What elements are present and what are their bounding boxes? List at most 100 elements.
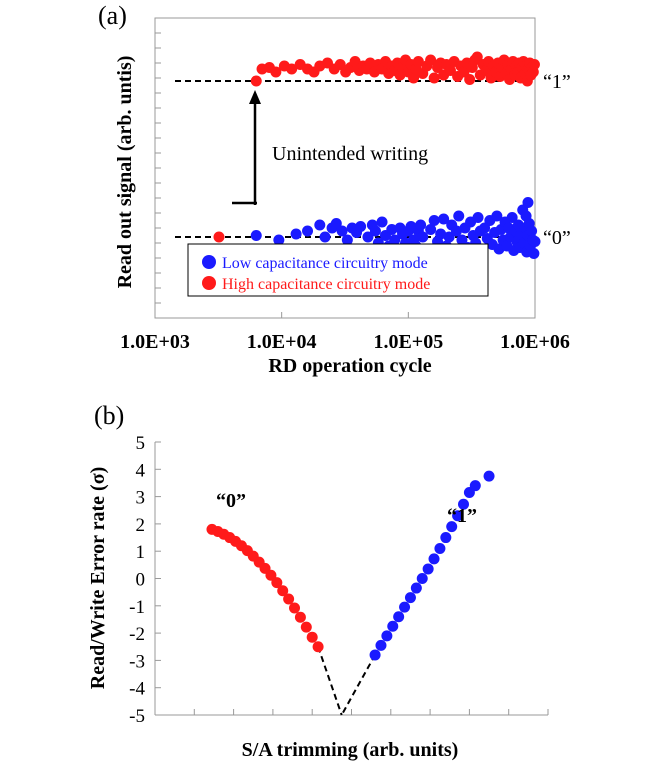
x-tick-label-a: 1.0E+03 [120,331,190,353]
data-point [446,521,458,533]
data-point [389,234,401,246]
data-point [412,56,424,67]
data-point [393,611,405,623]
data-point [410,582,422,594]
data-point [458,498,470,510]
y-tick-label-b: -3 [129,651,145,672]
data-point [213,231,225,243]
data-point [428,553,440,565]
data-points-a [213,51,541,261]
y-tick-label-b: -1 [129,597,145,618]
data-point [250,75,262,87]
data-point [290,228,302,240]
data-point [522,197,534,208]
data-point [491,210,503,222]
data-point [434,542,446,554]
data-point [283,593,295,605]
data-point [422,563,434,575]
data-point [250,230,262,241]
legend-marker-low [202,255,216,269]
data-point [270,66,282,78]
data-point [362,231,374,243]
data-point [375,639,387,651]
data-point [271,577,283,589]
data-point [452,510,464,522]
annotation-unintended-writing: Unintended writing [272,143,428,165]
legend-marker-high [202,276,216,290]
data-point [472,212,484,223]
data-point [464,74,476,85]
data-point [386,224,398,235]
level-label: “1” [543,71,571,93]
data-point [306,631,318,643]
y-tick-label-b: -5 [129,706,145,727]
data-point [428,215,440,226]
unintended-writing-arrow [232,90,261,205]
data-point [404,592,416,604]
data-point [273,234,285,246]
series-label: “0” [216,490,246,512]
data-point [416,573,428,584]
panel-label-b: (b) [94,401,124,430]
panel-label-a: (a) [98,1,127,30]
data-point [336,225,348,237]
data-point [417,231,429,243]
data-point [387,620,399,632]
data-point [349,56,361,67]
guide-line [340,654,376,716]
data-point [277,585,289,597]
y-tick-label-b: 5 [136,433,146,454]
data-point [520,210,532,222]
guide-lines-b [317,646,376,716]
data-point [428,72,440,84]
data-point [528,59,540,70]
data-point [369,225,381,237]
data-point [453,210,465,222]
legend-label-high: High capacitance circuitry mode [222,276,430,293]
x-minor-ticks-b [154,709,549,715]
data-point [381,630,393,642]
data-point [483,470,495,482]
y-tick-label-b: 4 [136,460,146,481]
data-point [355,221,367,232]
data-point [265,569,277,581]
y-ticks-b: 5 4 3 2 1 0 -1 -2 -3 -4 -5 [129,433,161,727]
y-tick-label-b: 3 [136,488,146,509]
data-point [425,54,437,66]
data-point [294,611,306,623]
y-tick-label-b: -2 [129,624,145,645]
data-point [399,601,411,613]
data-point [364,57,376,69]
data-point [529,236,541,247]
data-point [369,649,381,661]
chart-panel-a: 1.0E+03 1.0E+04 1.0E+05 1.0E+06 “1” “0” Unin… [114,17,571,377]
data-point [341,234,353,246]
data-point [471,51,483,63]
y-axis-title-b: Read/Write Error rate (σ) [87,467,109,689]
data-point [319,231,331,243]
x-ticks-a: 1.0E+03 1.0E+04 1.0E+05 1.0E+06 [120,312,570,353]
data-point [425,224,437,235]
x-axis-title-a: RD operation cycle [268,355,431,377]
data-point [440,532,452,544]
series-label: “1” [447,505,477,527]
data-point [528,248,540,259]
data-point [300,621,312,633]
data-point [330,218,342,229]
y-tick-label-b: 1 [136,542,146,563]
arrow-head [249,90,261,104]
data-point [469,480,481,492]
guide-line [317,646,343,716]
data-point [438,213,450,225]
data-point [408,72,420,84]
x-tick-label-a: 1.0E+06 [500,331,570,353]
data-point [286,63,298,75]
data-point [526,225,538,237]
level-label: “0” [543,227,571,249]
data-point [376,216,388,228]
x-tick-label-a: 1.0E+05 [373,331,443,353]
data-point [506,212,518,223]
data-point [456,234,468,246]
data-point [415,219,427,231]
